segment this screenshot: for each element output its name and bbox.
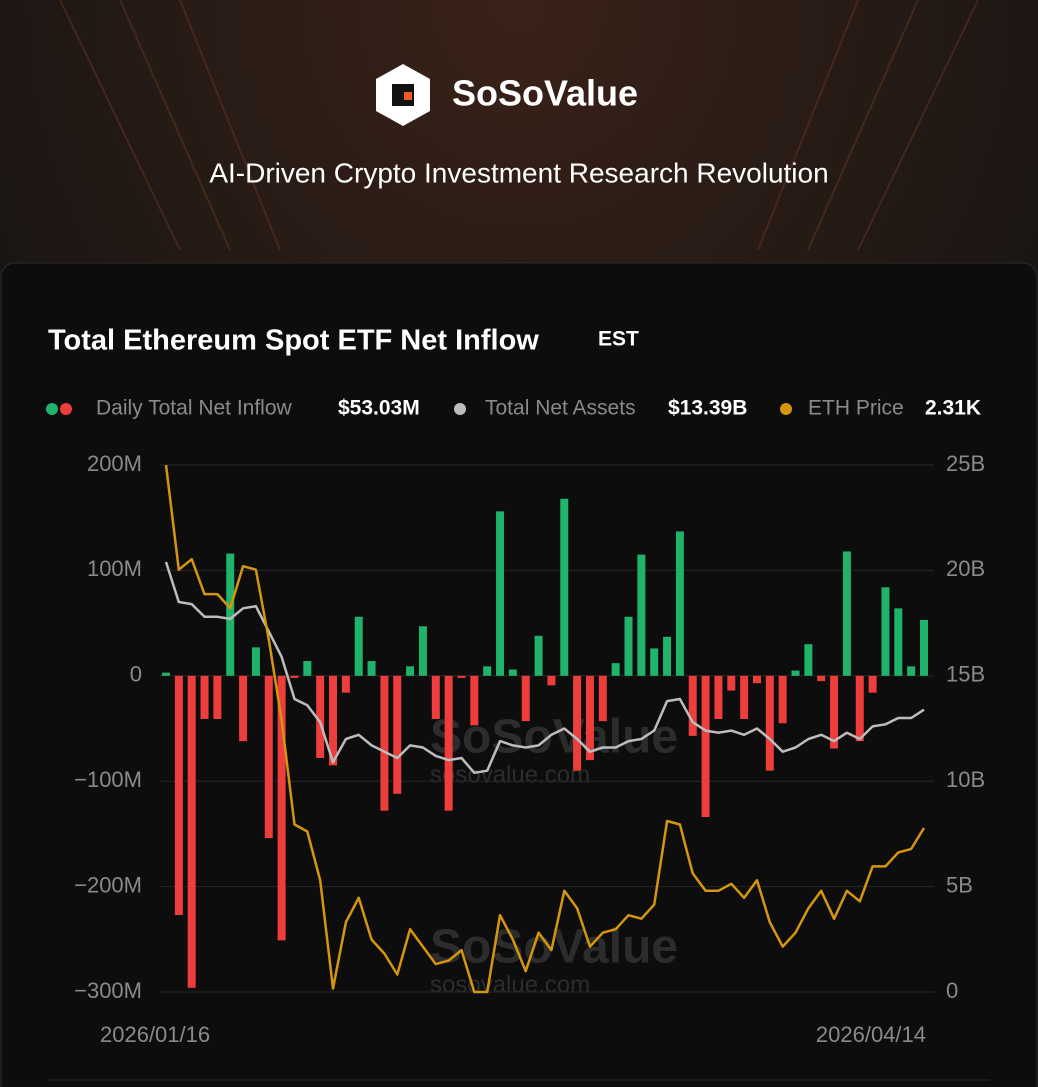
y-tick-label: 100M: [87, 556, 142, 581]
y-tick-label: 0: [130, 662, 142, 687]
bar: [521, 675, 530, 722]
bar: [187, 675, 196, 988]
bar: [470, 675, 479, 726]
decor-lines: [59, 0, 979, 251]
bar: [496, 511, 505, 676]
chart-title: Total Ethereum Spot ETF Net Inflow: [48, 325, 539, 357]
bar: [778, 675, 787, 724]
legend-label: Total Net Assets: [485, 397, 636, 420]
bar: [637, 554, 646, 676]
bar: [740, 675, 749, 720]
bar: [213, 675, 222, 720]
y2-tick-label: 0: [946, 978, 958, 1003]
line: [164, 464, 926, 994]
y2-tick-label: 15B: [946, 662, 985, 687]
bar: [174, 675, 183, 916]
x-tick-label: 2026/04/14: [816, 1022, 926, 1047]
y2-tick-label: 20B: [946, 556, 985, 581]
bar: [534, 635, 543, 676]
line: [164, 561, 925, 775]
bar: [290, 675, 299, 678]
bar: [791, 670, 800, 676]
legend-label: ETH Price: [808, 397, 904, 420]
legend-value: $53.03M: [338, 397, 420, 420]
bar: [483, 666, 492, 676]
legend-swatch: [46, 403, 58, 415]
bar: [881, 587, 890, 676]
y-tick-label: −100M: [74, 767, 142, 792]
bar: [431, 675, 440, 720]
watermark-site: sosovalue.com: [430, 761, 590, 788]
bar: [393, 675, 402, 794]
tagline: AI-Driven Crypto Investment Research Rev…: [209, 157, 828, 188]
bar: [585, 675, 594, 761]
bar: [765, 675, 774, 771]
bar: [303, 661, 312, 676]
y-tick-label: 200M: [87, 451, 142, 476]
bar: [573, 675, 582, 771]
bar: [804, 644, 813, 676]
bar: [354, 616, 363, 676]
bar: [329, 675, 338, 766]
bar: [830, 675, 839, 749]
x-tick-label: 2026/01/16: [100, 1022, 210, 1047]
bar: [226, 553, 235, 676]
bar: [714, 675, 723, 720]
timezone: EST: [598, 328, 639, 351]
bar: [894, 608, 903, 676]
bar: [817, 675, 826, 682]
bar: [341, 675, 350, 693]
legend-label: Daily Total Net Inflow: [96, 397, 293, 420]
bar: [855, 675, 864, 742]
bar: [251, 647, 260, 676]
bar: [688, 675, 697, 736]
bar: [752, 675, 761, 684]
bar: [367, 661, 376, 676]
y2-tick-label: 5B: [946, 872, 973, 897]
legend-value: 2.31K: [925, 397, 981, 420]
bar: [418, 626, 427, 676]
bar: [624, 616, 633, 676]
card: [0, 262, 1038, 1087]
bar: [162, 672, 170, 676]
y-tick-label: −300M: [74, 978, 142, 1003]
y2-tick-label: 10B: [946, 767, 985, 792]
watermark-site: sosovalue.com: [430, 971, 590, 998]
bar: [277, 675, 286, 941]
bar: [316, 675, 325, 759]
brand: SoSoValue: [452, 73, 638, 114]
watermark: SoSoValue: [430, 921, 678, 974]
watermark: SoSoValue: [430, 711, 678, 764]
bar: [457, 675, 466, 678]
bar: [406, 666, 415, 676]
bar: [380, 675, 389, 811]
bar: [868, 675, 877, 693]
y-tick-label: −200M: [74, 872, 142, 897]
legend-swatch: [454, 403, 466, 415]
bar: [560, 498, 569, 676]
bar: [650, 648, 659, 676]
bar: [920, 619, 928, 676]
bar: [907, 666, 916, 676]
bar: [701, 675, 710, 818]
logo: [376, 64, 430, 126]
bar: [727, 675, 736, 691]
bar: [675, 531, 684, 676]
bar: [239, 675, 248, 742]
bar: [663, 636, 672, 676]
bar: [444, 675, 453, 811]
legend-value: $13.39B: [668, 397, 747, 420]
legend-swatch: [60, 403, 72, 415]
bar: [547, 675, 556, 686]
legend-swatch: [780, 403, 792, 415]
y2-tick-label: 25B: [946, 451, 985, 476]
bar: [264, 675, 273, 839]
bar: [200, 675, 209, 720]
bar: [508, 669, 517, 676]
bar: [842, 551, 851, 676]
bar: [598, 675, 607, 722]
bar: [611, 663, 620, 676]
